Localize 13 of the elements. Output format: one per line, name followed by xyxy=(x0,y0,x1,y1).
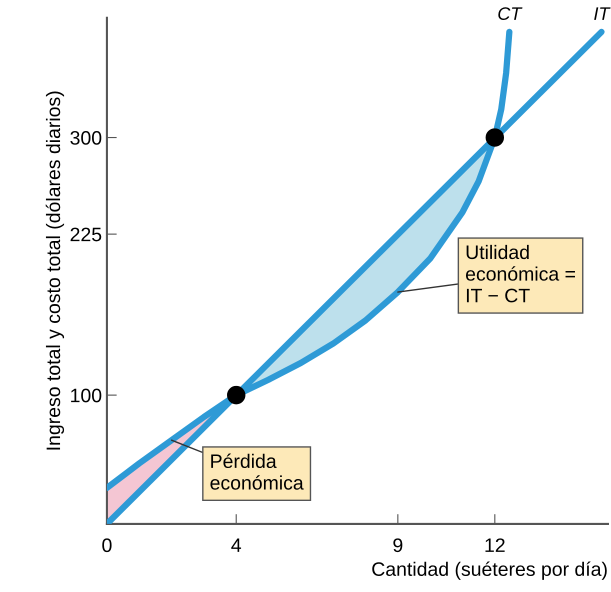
x-axis-title: Cantidad (suéteres por día) xyxy=(372,561,607,580)
x-tick-label: 0 xyxy=(102,538,112,552)
x-tick-label: 12 xyxy=(485,538,505,552)
series-label: CT xyxy=(498,7,522,20)
y-tick-label: 300 xyxy=(70,131,102,145)
annotation: Utilidad económica = IT − CT xyxy=(466,244,575,302)
x-tick-label: 9 xyxy=(393,538,402,552)
y-axis-title: Ingreso total y costo total (dólares diarios) xyxy=(46,92,64,450)
y-tick-label: 100 xyxy=(71,388,102,402)
annotation: Pérdida económica xyxy=(210,454,304,490)
y-tick-label: 225 xyxy=(70,228,102,242)
x-tick-label: 4 xyxy=(231,538,242,552)
series-label: IT xyxy=(594,7,611,20)
